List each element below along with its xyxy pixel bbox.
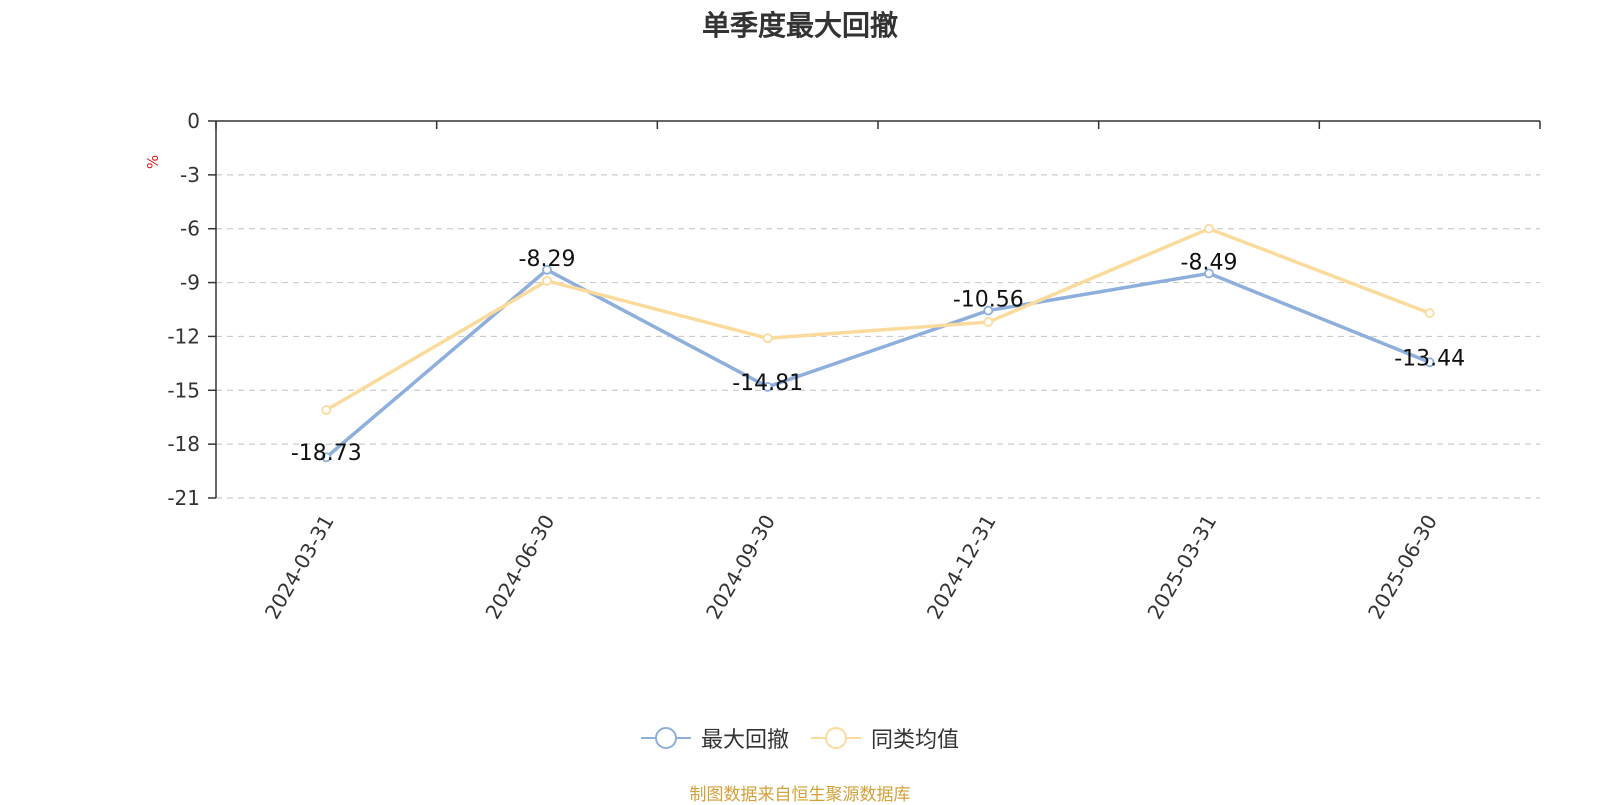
y-tick-label: 0 [187,109,200,133]
x-tick-label: 2024-09-30 [701,511,780,624]
y-axis-unit-label: % [144,155,162,169]
x-tick-label: 2024-03-31 [260,511,339,624]
data-source-note: 制图数据来自恒生聚源数据库 [689,785,911,805]
legend-marker-peer-average-icon [811,727,861,749]
series-point-1 [321,405,332,415]
data-label: -8.29 [519,247,576,272]
data-label: -14.81 [732,371,803,396]
legend-item-max-drawdown[interactable]: 最大回撤 [640,722,789,754]
y-tick-label: -21 [167,486,200,510]
x-tick-label: 2024-06-30 [480,511,559,624]
legend-label-peer-average: 同类均值 [871,728,960,753]
x-tick-label: 2025-06-30 [1363,511,1442,624]
data-label: -8.49 [1181,250,1238,275]
y-tick-label: -9 [180,271,200,295]
data-label: -13.44 [1394,346,1465,371]
series-point-1 [762,333,773,344]
y-tick-label: -12 [167,324,200,348]
series-point-1 [542,275,552,286]
series-point-1 [1424,308,1435,318]
series-point-1 [1204,223,1214,234]
series-point-0 [1204,268,1214,279]
x-tick-label: 2024-12-31 [922,510,1001,623]
legend-label-max-drawdown: 最大回撤 [700,728,789,753]
legend-marker-max-drawdown-icon [640,727,691,749]
y-tick-label: -18 [167,432,200,456]
data-label: -18.73 [291,441,362,466]
series-point-0 [983,305,994,316]
series-line-0 [325,268,1431,459]
data-label: -10.56 [953,288,1024,313]
series-point-0 [762,381,773,392]
series-point-0 [542,264,552,275]
chart-title: 单季度最大回撤 [701,9,898,42]
series-point-0 [1424,357,1435,368]
y-tick-label: -3 [180,163,200,187]
series-line-1 [325,226,1431,412]
chart-legend: 最大回撤 同类均值 [0,722,1600,754]
series-point-1 [983,317,994,327]
y-tick-label: -15 [167,378,200,402]
x-tick-label: 2025-03-31 [1142,511,1221,624]
y-tick-label: -6 [180,217,200,241]
legend-item-peer-average[interactable]: 同类均值 [811,722,959,754]
series-point-0 [321,452,332,463]
